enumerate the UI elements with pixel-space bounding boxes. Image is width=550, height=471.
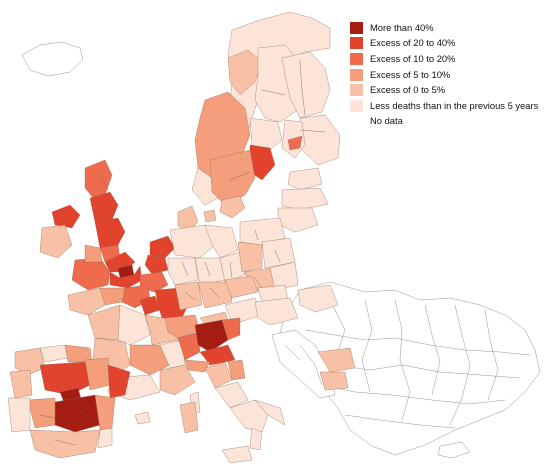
legend-label: Excess of 5 to 10% — [370, 68, 451, 80]
region-italy-tuscany — [204, 361, 233, 389]
region-italy-emilia — [199, 344, 236, 366]
region-ireland — [39, 224, 73, 259]
region-sweden-mid — [249, 117, 283, 151]
legend-item-excess-5-10: Excess of 5 to 10% — [350, 67, 545, 83]
region-croatia — [271, 329, 336, 399]
region-france-brittany — [67, 287, 106, 316]
region-spain-andalucia — [29, 429, 101, 459]
legend-swatch — [350, 21, 363, 34]
legend-swatch — [350, 52, 363, 65]
region-balearic — [134, 411, 151, 425]
region-estonia — [287, 167, 323, 191]
region-poland-southeast — [269, 261, 299, 291]
region-spain-murcia — [97, 427, 113, 449]
region-ireland-north — [51, 204, 81, 229]
region-germany-central — [194, 257, 226, 286]
region-england-north — [94, 217, 126, 249]
region-finland-north — [281, 51, 331, 119]
legend-swatch — [350, 68, 363, 81]
region-germany-southwest — [174, 281, 203, 311]
legend-label: Excess of 0 to 5% — [370, 84, 446, 96]
legend-label: Less deaths than in the previous 5 years — [370, 99, 539, 111]
region-iceland — [21, 41, 84, 77]
region-czechia — [224, 275, 259, 299]
region-norway-mid — [227, 49, 263, 96]
region-spain-catalonia — [107, 364, 131, 399]
region-england-southeast — [109, 265, 143, 289]
region-italy-marche — [227, 359, 246, 381]
region-italy-veneto — [221, 317, 241, 341]
region-spain-galicia — [14, 347, 46, 376]
region-latvia — [281, 187, 329, 211]
legend-swatch — [350, 84, 363, 97]
region-france-centre — [117, 304, 151, 346]
region-italy-calabria — [249, 427, 263, 451]
region-italy-liguria — [184, 359, 211, 373]
region-finland-coast — [287, 135, 303, 151]
legend-label: Excess of 10 to 20% — [370, 52, 456, 64]
legend-swatch — [350, 99, 363, 112]
region-eastern-island — [437, 441, 471, 459]
legend-label: No data — [370, 115, 403, 127]
region-bulgaria-east — [319, 371, 349, 391]
region-portugal-south — [7, 397, 31, 433]
region-finland-mid — [299, 114, 341, 166]
region-italy-lombardy — [194, 319, 229, 353]
legend-item-excess-0-5: Excess of 0 to 5% — [350, 82, 545, 98]
region-austria-east — [224, 297, 263, 323]
region-germany-northeast — [204, 224, 239, 259]
legend-item-excess-20-40: Excess of 20 to 40% — [350, 36, 545, 52]
region-lithuania — [277, 207, 319, 233]
region-spain-extremadura — [27, 397, 56, 429]
region-spain-castilla-leon — [39, 361, 91, 396]
region-france-rhone — [159, 339, 186, 369]
region-portugal-north — [9, 369, 33, 399]
region-italy-puglia — [254, 399, 286, 426]
map-legend: More than 40% Excess of 20 to 40% Excess… — [350, 20, 545, 129]
region-sweden-central — [209, 149, 256, 206]
legend-item-less-deaths: Less deaths than in the previous 5 years — [350, 98, 545, 114]
region-spain-asturias — [39, 344, 69, 363]
legend-item-no-data: No data — [350, 114, 545, 130]
region-bulgaria — [317, 347, 356, 373]
legend-item-excess-10-20: Excess of 10 to 20% — [350, 51, 545, 67]
region-poland-west — [237, 241, 263, 273]
region-germany-south — [197, 281, 233, 309]
region-netherlands-north — [149, 235, 176, 259]
legend-label: More than 40% — [370, 21, 434, 33]
region-italy-lazio — [214, 381, 249, 409]
region-sweden-south — [219, 195, 246, 219]
region-romania-north — [297, 284, 339, 313]
region-hungary — [254, 297, 299, 326]
region-germany-west — [167, 257, 199, 286]
region-sicily — [221, 445, 253, 464]
region-germany-east — [219, 251, 246, 283]
region-scotland-south — [89, 191, 119, 223]
legend-swatch — [350, 115, 363, 128]
region-germany-north — [169, 224, 216, 259]
region-italy-south — [229, 399, 269, 433]
region-switzerland — [164, 314, 201, 339]
region-spain-basque — [64, 344, 93, 363]
region-spain-castilla-mancha — [54, 394, 101, 433]
legend-swatch — [350, 37, 363, 50]
region-denmark-island — [203, 209, 217, 223]
region-norway-southwest — [191, 167, 219, 206]
region-wales — [84, 244, 103, 263]
region-sardinia — [179, 401, 199, 434]
region-netherlands-south — [144, 254, 169, 275]
legend-item-more-than-40: More than 40% — [350, 20, 545, 36]
region-england-southwest — [71, 257, 111, 291]
legend-label: Excess of 20 to 40% — [370, 37, 456, 49]
